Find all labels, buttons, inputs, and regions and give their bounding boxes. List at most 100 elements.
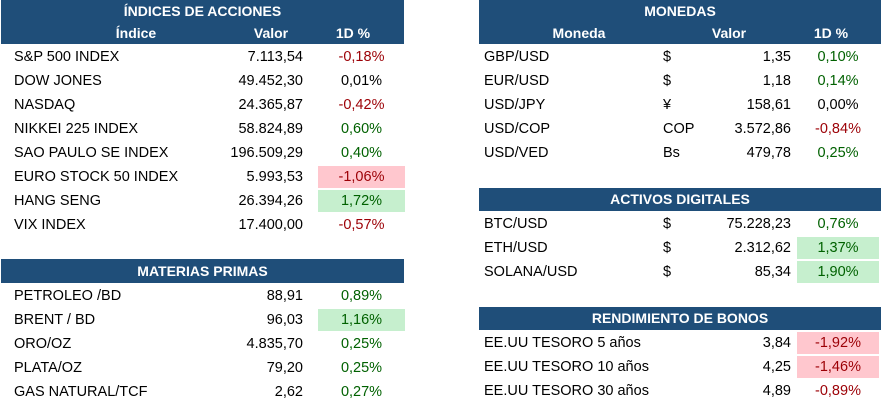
currencies-change-cell: 0,00% [817,97,859,113]
bonds-name-cell: EE.UU TESORO 30 años [484,383,649,399]
indices-row: VIX INDEX 17.400,00 -0,57% [1,213,404,237]
currencies-symbol-cell: ¥ [663,97,672,113]
commodities-value-cell: 79,20 [266,360,303,376]
bonds-change-cell: -1,92% [797,332,879,354]
indices-value-cell: 196.509,29 [230,145,303,161]
indices-col-name-header: Índice [115,25,157,41]
commodities-name-cell: ORO/OZ [14,336,72,352]
indices-value-cell: 26.394,26 [238,193,303,209]
commodities-title-bar: MATERIAS PRIMAS [1,259,404,283]
currencies-value-cell: 3.572,86 [734,121,791,137]
commodities-change-cell: 0,27% [340,384,383,400]
commodities-name-cell: PETROLEO /BD [14,288,122,304]
digital-title: ACTIVOS DIGITALES [610,191,750,207]
currencies-symbol-cell: COP [663,121,695,137]
indices-name-cell: NASDAQ [14,97,76,113]
commodities-title: MATERIAS PRIMAS [137,263,268,279]
bonds-row: EE.UU TESORO 10 años 4,25 -1,46% [479,355,881,379]
commodities-row: GAS NATURAL/TCF 2,62 0,27% [1,380,404,404]
indices-name-cell: EURO STOCK 50 INDEX [14,169,179,185]
digital-row: SOLANA/USD $85,34 1,90% [479,260,881,284]
currencies-symbol-cell: $ [663,49,672,65]
indices-title-bar: ÍNDICES DE ACCIONES [1,0,404,22]
indices-row: EURO STOCK 50 INDEX 5.993,53 -1,06% [1,165,405,189]
commodities-row: BRENT / BD 96,03 1,16% [1,308,405,332]
bonds-title: RENDIMIENTO DE BONOS [591,310,769,326]
indices-row: S&P 500 INDEX 7.113,54 -0,18% [1,45,404,69]
currencies-header-row: Moneda Valor 1D % [479,22,881,44]
digital-name-cell: BTC/USD [484,216,548,232]
indices-col-value-header: Valor [253,25,289,41]
commodities-row: ORO/OZ 4.835,70 0,25% [1,332,404,356]
indices-value-cell: 49.452,30 [238,73,303,89]
indices-change-cell: 1,72% [318,190,405,212]
commodities-name-cell: BRENT / BD [14,312,96,328]
currencies-name-cell: USD/JPY [484,97,546,113]
commodities-name-cell: GAS NATURAL/TCF [14,384,148,400]
bonds-change-cell: -1,46% [797,356,879,378]
bonds-row: EE.UU TESORO 5 años 3,84 -1,92% [479,331,881,355]
indices-change-cell: 0,40% [340,145,383,161]
commodities-name-cell: PLATA/OZ [14,360,82,376]
bonds-value-cell: 4,89 [762,383,791,399]
bonds-row: EE.UU TESORO 30 años 4,89 -0,89% [479,379,881,403]
commodities-value-cell: 4.835,70 [246,336,303,352]
bonds-name-cell: EE.UU TESORO 5 años [484,335,641,351]
indices-name-cell: HANG SENG [14,193,102,209]
currencies-change-cell: 0,25% [817,145,859,161]
currencies-row: USD/VED Bs 479,78 0,25% [479,141,881,165]
bonds-value-cell: 4,25 [762,359,791,375]
currencies-col-name-header: Moneda [552,25,606,41]
indices-name-cell: DOW JONES [14,73,102,89]
indices-change-cell: -1,06% [318,166,405,188]
commodities-change-cell: 1,16% [318,309,405,331]
currencies-col-value-header: Valor [711,25,747,41]
digital-symbol-cell: $ [663,240,672,256]
commodities-row: PETROLEO /BD 88,91 0,89% [1,284,404,308]
indices-header-row: Índice Valor 1D % [1,22,404,44]
indices-name-cell: S&P 500 INDEX [14,49,120,65]
currencies-name-cell: USD/COP [484,121,551,137]
indices-change-cell: 0,60% [340,121,383,137]
digital-symbol-cell: $ [663,264,672,280]
indices-row: SAO PAULO SE INDEX 196.509,29 0,40% [1,141,404,165]
commodities-change-cell: 0,25% [340,336,383,352]
commodities-change-cell: 0,89% [340,288,383,304]
digital-name-cell: SOLANA/USD [484,264,578,280]
bonds-title-bar: RENDIMIENTO DE BONOS [479,307,881,330]
indices-title: ÍNDICES DE ACCIONES [123,3,282,19]
currencies-title-bar: MONEDAS [479,0,881,22]
indices-change-cell: -0,18% [338,49,385,65]
bonds-value-cell: 3,84 [762,335,791,351]
digital-title-bar: ACTIVOS DIGITALES [479,188,881,211]
currencies-symbol-cell: Bs [663,145,680,161]
commodities-row: PLATA/OZ 79,20 0,25% [1,356,404,380]
indices-value-cell: 58.824,89 [238,121,303,137]
currencies-title: MONEDAS [644,3,716,19]
currencies-value-cell: 479,78 [746,145,791,161]
currencies-change-cell: 0,10% [817,49,859,65]
indices-name-cell: VIX INDEX [14,217,86,233]
bonds-name-cell: EE.UU TESORO 10 años [484,359,649,375]
currencies-value-cell: 1,35 [762,49,791,65]
indices-row: NIKKEI 225 INDEX 58.824,89 0,60% [1,117,404,141]
digital-value-cell: 85,34 [754,264,791,280]
commodities-value-cell: 88,91 [266,288,303,304]
indices-value-cell: 17.400,00 [238,217,303,233]
currencies-change-cell: -0,84% [815,121,861,137]
digital-change-cell: 1,37% [797,237,879,259]
indices-value-cell: 24.365,87 [238,97,303,113]
currencies-row: EUR/USD $1,18 0,14% [479,69,881,93]
digital-value-cell: 2.312,62 [734,240,791,256]
currencies-name-cell: GBP/USD [484,49,550,65]
digital-symbol-cell: $ [663,216,672,232]
indices-row: DOW JONES 49.452,30 0,01% [1,69,404,93]
digital-change-cell: 0,76% [817,216,859,232]
currencies-col-change-header: 1D % [813,25,849,41]
indices-col-change-header: 1D % [335,25,371,41]
currencies-name-cell: USD/VED [484,145,549,161]
digital-row: BTC/USD $75.228,23 0,76% [479,212,881,236]
indices-change-cell: -0,42% [338,97,385,113]
commodities-value-cell: 96,03 [266,312,303,328]
currencies-symbol-cell: $ [663,73,672,89]
